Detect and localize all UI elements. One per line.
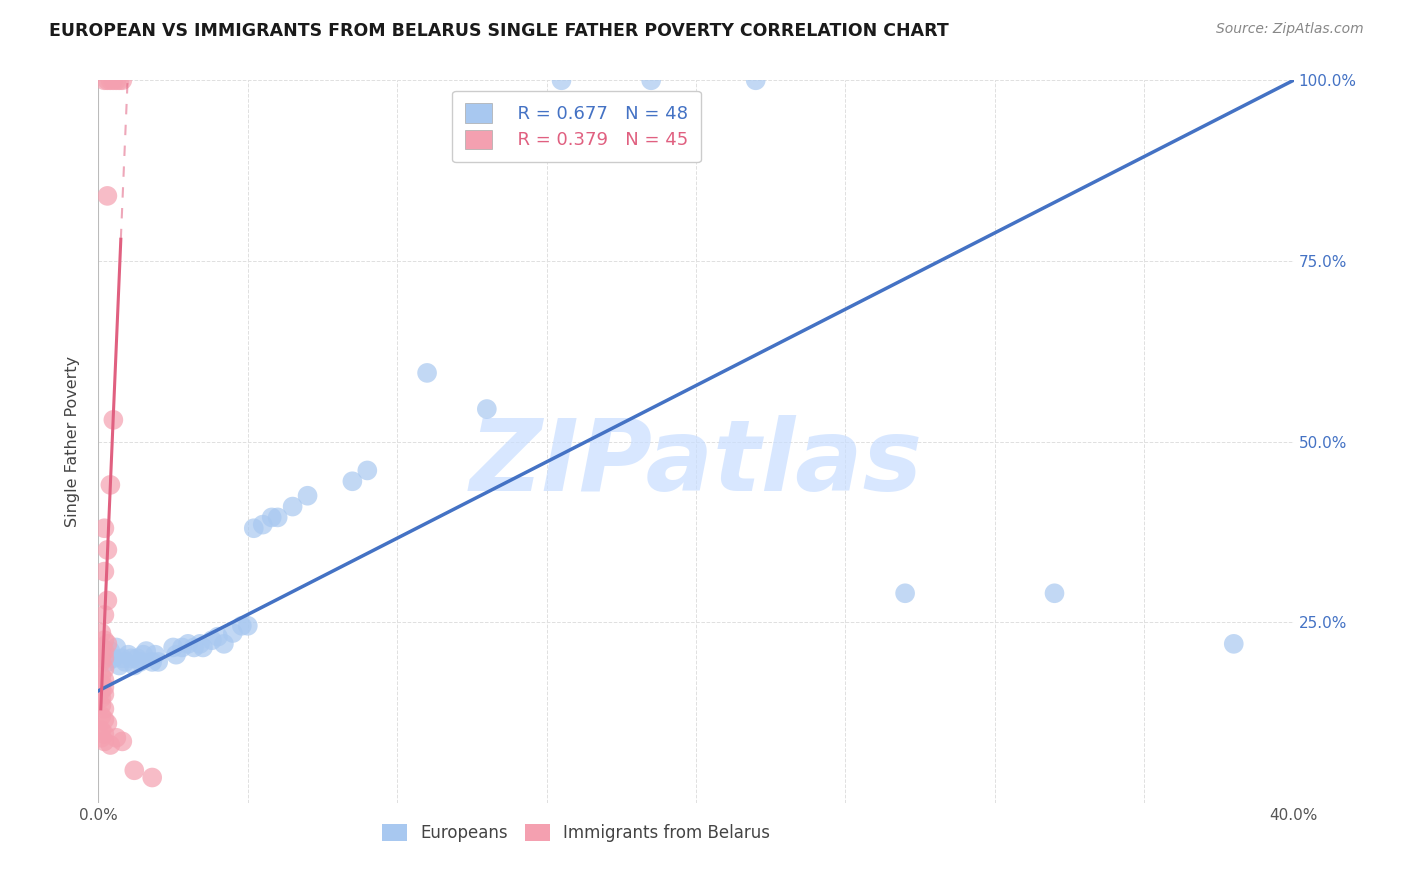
Point [117,648,139,662]
Point [120,651,142,665]
Point [416,366,439,380]
Point [212,637,235,651]
Point [108,73,131,87]
Point [90,640,112,655]
Point [267,510,290,524]
Point [90,648,112,662]
Point [114,655,136,669]
Point [141,655,163,669]
Point [236,619,259,633]
Point [640,73,662,87]
Point [172,640,194,655]
Point [745,73,768,87]
Point [96,542,118,557]
Point [103,413,125,427]
Point [93,644,115,658]
Point [93,633,115,648]
Point [96,189,118,203]
Point [96,593,118,607]
Point [98,478,122,492]
Point [93,713,115,727]
Point [93,687,115,701]
Point [96,73,118,87]
Point [135,644,157,658]
Point [90,709,112,723]
Point [93,680,115,694]
Point [90,626,112,640]
Point [93,73,115,87]
Point [90,731,112,745]
Text: EUROPEAN VS IMMIGRANTS FROM BELARUS SINGLE FATHER POVERTY CORRELATION CHART: EUROPEAN VS IMMIGRANTS FROM BELARUS SING… [49,22,949,40]
Point [96,637,118,651]
Point [231,619,253,633]
Point [124,764,146,778]
Point [281,500,304,514]
Point [124,658,146,673]
Point [105,73,128,87]
Point [93,607,115,622]
Point [183,640,205,655]
Point [260,510,283,524]
Point [96,716,118,731]
Point [894,586,917,600]
Point [93,648,115,662]
Point [148,655,170,669]
Point [191,640,214,655]
Point [143,648,166,662]
Point [93,521,115,535]
Point [90,683,112,698]
Point [188,637,211,651]
Point [111,73,134,87]
Y-axis label: Single Father Poverty: Single Father Poverty [65,356,80,527]
Point [127,651,149,665]
Point [96,655,118,669]
Point [93,651,115,665]
Point [162,640,184,655]
Point [1043,586,1066,600]
Point [108,658,131,673]
Point [297,489,319,503]
Point [93,702,115,716]
Point [165,648,187,662]
Point [90,655,112,669]
Text: Source: ZipAtlas.com: Source: ZipAtlas.com [1216,22,1364,37]
Point [356,463,378,477]
Point [141,771,163,785]
Point [105,640,128,655]
Point [129,655,152,669]
Point [93,565,115,579]
Point [111,651,134,665]
Point [90,669,112,683]
Point [243,521,266,535]
Point [252,517,274,532]
Point [550,73,572,87]
Point [90,691,112,706]
Point [222,626,245,640]
Point [132,648,155,662]
Point [93,734,115,748]
Point [93,727,115,741]
Point [90,640,112,655]
Point [111,734,134,748]
Point [98,738,122,752]
Point [93,673,115,687]
Point [475,402,498,417]
Point [103,73,125,87]
Legend: Europeans, Immigrants from Belarus: Europeans, Immigrants from Belarus [375,817,778,848]
Point [90,676,112,690]
Point [207,630,229,644]
Point [201,633,224,648]
Text: ZIPatlas: ZIPatlas [470,415,922,512]
Point [1223,637,1246,651]
Point [103,651,125,665]
Point [98,644,122,658]
Point [177,637,200,651]
Point [105,731,128,745]
Point [90,698,112,713]
Point [342,475,364,489]
Point [93,662,115,676]
Point [90,723,112,738]
Point [98,73,122,87]
